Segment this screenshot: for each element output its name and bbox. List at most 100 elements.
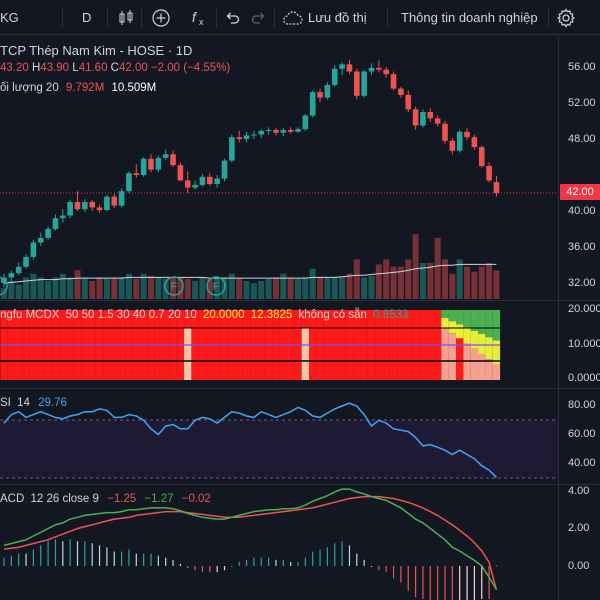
mcdx-yellow-segment: [478, 334, 486, 354]
mcdx-panel[interactable]: ngfu MCDX 50 50 1.5 30 40 0.7 20 10 20.0…: [0, 301, 600, 388]
mcdx-top-segment: [286, 310, 295, 328]
indicators-button[interactable]: f x: [189, 0, 209, 35]
macd-histogram-bar: [245, 559, 248, 566]
mcdx-top-segment: [301, 310, 309, 328]
mcdx-top-segment: [360, 310, 368, 328]
candle: [104, 194, 110, 211]
candle: [273, 128, 279, 136]
undo-button[interactable]: [223, 0, 241, 35]
macd-value-1: −1.25: [107, 493, 137, 505]
volume-bar: [295, 278, 301, 299]
mcdx-top-segment: [316, 310, 324, 328]
macd-histogram-bar: [106, 547, 108, 566]
price-tick: 36.00: [568, 241, 596, 253]
rsi-legend[interactable]: SI 14 29.76: [0, 397, 67, 409]
candle-body: [67, 202, 73, 216]
mcdx-axis[interactable]: [558, 301, 600, 388]
mcdx-red-segment: [367, 328, 376, 380]
redo-button[interactable]: [250, 0, 268, 35]
macd-histogram-bar: [40, 545, 42, 566]
mcdx-top-segment: [103, 310, 111, 328]
candlestick-type-button[interactable]: [117, 0, 135, 35]
mcdx-bar: [382, 310, 390, 380]
mcdx-top-segment: [51, 310, 60, 328]
mcdx-red-segment: [235, 328, 243, 380]
price-panel[interactable]: F F TCP Thép Nam Kim - HOSE · 1D 43.20 H…: [0, 36, 600, 300]
macd-histogram-bar: [121, 551, 123, 566]
mcdx-pink-segment: [463, 343, 471, 380]
macd-legend[interactable]: ACD 12 26 close 9 −1.25 −1.27 −0.02: [0, 493, 211, 505]
candle: [89, 200, 95, 211]
macd-histogram-bar: [378, 566, 380, 571]
event-marker[interactable]: F: [164, 276, 184, 296]
mcdx-legend[interactable]: ngfu MCDX 50 50 1.5 30 40 0.7 20 10 20.0…: [0, 309, 408, 321]
mcdx-chart[interactable]: [0, 301, 558, 388]
mcdx-red-segment: [125, 328, 133, 380]
event-marker[interactable]: [0, 276, 8, 296]
mcdx-top-segment: [235, 310, 243, 328]
mcdx-red-segment: [139, 328, 148, 380]
mcdx-pink-segment: [478, 354, 486, 380]
mcdx-red-segment: [66, 328, 74, 380]
volume-bar: [52, 277, 59, 299]
macd-histogram-bar: [253, 557, 255, 566]
candle-body: [486, 166, 492, 181]
mcdx-bar: [191, 310, 199, 380]
macd-histogram-bar: [32, 549, 34, 566]
rsi-axis[interactable]: [558, 389, 600, 484]
price-axis[interactable]: [558, 36, 600, 300]
mcdx-red-segment: [147, 328, 155, 380]
mcdx-green-segment: [448, 310, 456, 322]
mcdx-yellow-segment: [441, 318, 449, 328]
chart-title[interactable]: TCP Thép Nam Kim - HOSE · 1D: [0, 43, 193, 58]
candle: [346, 59, 353, 75]
mcdx-bar: [448, 310, 456, 380]
settings-button[interactable]: [556, 0, 576, 35]
macd-histogram-bar: [444, 566, 446, 600]
candle-body: [383, 69, 389, 75]
mcdx-yellow-segment: [492, 340, 501, 365]
macd-axis[interactable]: [558, 485, 600, 600]
mcdx-red-segment: [242, 328, 251, 380]
mcdx-bar: [88, 310, 96, 380]
interval-button[interactable]: D: [82, 0, 91, 35]
mcdx-yellow-segment: [463, 327, 471, 344]
volume-legend[interactable]: ối lượng 20 9.792M 10.509M: [0, 82, 156, 94]
mcdx-bar: [478, 310, 486, 380]
macd-histogram-bar: [415, 566, 417, 597]
volume-bar: [456, 259, 463, 299]
mcdx-bar: [15, 310, 23, 380]
save-layout-button[interactable]: Lưu đồ thị: [282, 0, 367, 35]
company-info-button[interactable]: Thông tin doanh nghiệp: [401, 0, 538, 35]
macd-panel[interactable]: ACD 12 26 close 9 −1.25 −1.27 −0.02 4.00…: [0, 485, 600, 600]
price-chart[interactable]: F F: [0, 36, 558, 300]
candle-body: [104, 196, 110, 211]
mcdx-bar: [345, 310, 354, 380]
macd-histogram-bar: [135, 553, 137, 566]
compare-button[interactable]: [151, 0, 171, 35]
volume-bar: [346, 273, 353, 299]
volume-bar: [15, 284, 22, 299]
rsi-chart[interactable]: [0, 389, 558, 484]
mcdx-red-segment: [117, 328, 126, 380]
mcdx-bar: [309, 310, 317, 380]
mcdx-top-segment: [73, 310, 82, 328]
mcdx-pink-segment: [441, 328, 449, 380]
macd-chart[interactable]: [0, 485, 558, 600]
macd-histogram-bar: [334, 543, 336, 566]
mcdx-bar: [228, 310, 236, 380]
symbol-search[interactable]: KG: [0, 0, 30, 35]
event-marker[interactable]: F: [206, 276, 226, 296]
mcdx-top-segment: [389, 310, 398, 328]
candle: [331, 65, 338, 87]
candle: [221, 158, 228, 182]
macd-histogram-bar: [312, 551, 314, 566]
mcdx-bar: [367, 310, 376, 380]
mcdx-bar: [264, 310, 273, 380]
mcdx-bar: [492, 310, 501, 380]
candle: [486, 162, 492, 183]
volume-bar: [59, 273, 66, 299]
volume-bar: [486, 263, 493, 299]
mcdx-red-segment: [250, 328, 258, 380]
rsi-panel[interactable]: SI 14 29.76 80.00 60.00 40.00: [0, 389, 600, 484]
